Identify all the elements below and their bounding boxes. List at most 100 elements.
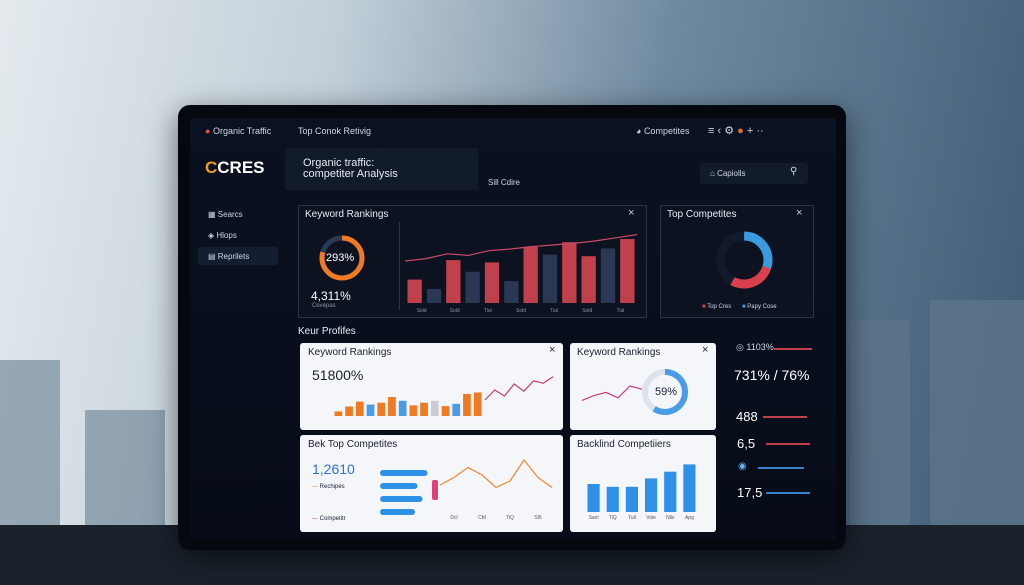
legend-item: ■ Top Cres <box>702 304 732 310</box>
bar <box>407 279 422 303</box>
sidebar-active <box>198 247 278 265</box>
search-text[interactable]: ⌂ Capiolls <box>710 169 746 178</box>
x-label: TiQ <box>506 515 514 521</box>
building <box>850 320 910 530</box>
x-label: Vole <box>646 515 656 521</box>
bar <box>683 464 696 512</box>
card-bars: Sanl TiQ Tuil Vole Nlis Apg <box>587 464 696 521</box>
competitors-panel <box>660 205 814 318</box>
card-title: Bek Top Competites <box>308 439 398 450</box>
donut-label: 293% <box>326 252 355 264</box>
hbar <box>380 509 415 515</box>
divider <box>399 222 400 310</box>
x-label: Tial <box>550 308 558 314</box>
header-note: Sill Cdire <box>488 178 521 187</box>
bar <box>645 478 658 512</box>
stat-line <box>758 467 804 469</box>
card-ring <box>642 369 688 415</box>
close[interactable]: × <box>702 344 709 356</box>
bar <box>334 411 343 416</box>
ring-label: 59% <box>655 386 678 398</box>
topbar-center: Top Conok Retivig <box>298 126 372 136</box>
sidebar-item[interactable]: ▦ Searcs <box>208 210 243 219</box>
card-hbars <box>380 470 438 515</box>
bar <box>366 404 375 416</box>
bar <box>441 406 450 416</box>
close[interactable]: × <box>549 344 556 356</box>
close[interactable]: × <box>796 207 803 219</box>
x-label: TiQ <box>609 515 617 521</box>
card-value: 1,2610 <box>312 461 355 477</box>
header-subtitle: competiter Analysis <box>303 168 398 180</box>
donut <box>319 235 365 281</box>
stat: ◎ 1103% <box>736 342 774 352</box>
rankings-chart: Sold Sold Tial Sold Tial Sold Tial <box>404 234 638 314</box>
bar <box>446 260 461 303</box>
sidebar-item[interactable]: ▤ Reprilets <box>208 252 250 261</box>
metric-label: Cevepas <box>312 303 336 309</box>
x-label: Tial <box>484 308 492 314</box>
stat: 488 <box>736 409 758 424</box>
bar <box>600 248 616 303</box>
bar <box>377 402 386 416</box>
logo: CCRES <box>205 158 265 177</box>
legend-item: ■ Papy Cose <box>742 304 777 310</box>
ring-arc <box>642 369 688 415</box>
x-label: Sold <box>417 308 427 314</box>
card-title: Keyword Rankings <box>577 347 661 358</box>
card-value: 51800% <box>312 367 364 383</box>
card: Bek Top Competites 1,2610 — Rechipes — C… <box>300 435 563 532</box>
panel-title: Top Competites <box>667 209 737 220</box>
stat-line <box>766 492 810 494</box>
bar <box>620 239 635 303</box>
bar <box>587 484 600 512</box>
toolbar-icons[interactable]: ≡ ‹ ⚙ ● + ·· <box>708 125 764 137</box>
bar <box>452 403 461 416</box>
x-label: Dcl <box>450 515 457 521</box>
line <box>581 385 643 401</box>
x-label: Cfd <box>478 515 486 521</box>
bar <box>463 393 471 416</box>
search-box[interactable] <box>700 163 808 184</box>
section-title: Keur Profifes <box>298 326 356 337</box>
bar <box>355 401 364 416</box>
accent-bar <box>432 480 438 500</box>
card-line <box>581 385 643 401</box>
bar <box>473 392 482 416</box>
metric: 4,311% <box>311 289 351 303</box>
bar <box>420 402 428 416</box>
competitors-donut <box>715 231 773 289</box>
search-icon[interactable]: ⚲ <box>790 166 798 177</box>
x-label: Tuil <box>628 515 636 521</box>
line <box>484 376 554 401</box>
header-box <box>285 148 478 190</box>
sidebar-item[interactable]: ◈ Hlops <box>208 231 237 240</box>
building <box>0 360 60 530</box>
bar <box>562 242 577 303</box>
x-label: Sold <box>582 308 592 314</box>
stat: 6,5 <box>737 436 756 451</box>
x-label: Apg <box>685 515 694 521</box>
bar <box>625 486 638 512</box>
bar <box>388 397 396 416</box>
stat: 731% / 76% <box>734 367 810 383</box>
card-label: — Rechipes <box>312 484 345 490</box>
topbar-right: ◕ Competites <box>636 126 690 136</box>
card-line <box>484 376 554 401</box>
card-line: Dcl Cfd TiQ Sl5 <box>439 458 553 521</box>
stat-line <box>763 416 807 418</box>
bar <box>504 281 519 303</box>
bar <box>426 288 442 303</box>
x-label: Sanl <box>589 515 599 521</box>
x-label: Sold <box>516 308 526 314</box>
bar <box>465 271 480 303</box>
header-title: Organic traffic: <box>303 157 375 169</box>
close[interactable]: × <box>628 207 635 219</box>
hbar <box>380 470 428 476</box>
bar <box>581 256 596 303</box>
hbar <box>380 483 418 489</box>
building <box>930 300 1024 530</box>
line <box>404 234 638 262</box>
panel-title: Keyword Rankings <box>305 209 389 220</box>
